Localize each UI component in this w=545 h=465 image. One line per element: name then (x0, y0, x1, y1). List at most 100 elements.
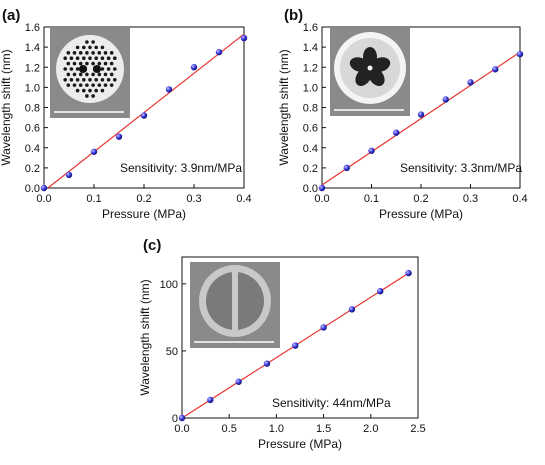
data-point (442, 96, 449, 103)
panel-label: (c) (143, 237, 161, 254)
lobe-hole (355, 67, 372, 86)
x-tick-label: 0.2 (136, 193, 151, 205)
air-hole (82, 56, 86, 61)
y-tick-label: 1.0 (25, 82, 40, 94)
plot-frame (181, 256, 419, 419)
air-hole (72, 51, 77, 55)
y-axis-title: Wavelength shift (nm) (0, 49, 13, 165)
data-point (393, 129, 400, 136)
y-tick-label: 1.0 (303, 82, 318, 94)
air-hole (106, 56, 111, 61)
data-point (40, 184, 48, 192)
data-point (240, 34, 248, 42)
air-hole (100, 88, 105, 93)
y-tick-label: 1.2 (303, 62, 318, 74)
data-point (343, 164, 350, 172)
air-hole (113, 77, 117, 82)
air-hole (63, 67, 67, 71)
x-tick-label: 0.3 (186, 193, 201, 205)
air-hole (75, 56, 80, 61)
air-hole (88, 45, 92, 50)
x-axis-title: Pressure (MPa) (102, 207, 186, 221)
air-hole (100, 67, 105, 71)
chart-panel-3: 0.0 0.5 1.0 1.5 2.0 2.5 0 50 100 Pressure (MPa) Wa… (138, 237, 426, 451)
data-point (65, 171, 73, 179)
y-tick-label: 1.6 (303, 22, 318, 34)
x-tick-label: 0.0 (174, 423, 189, 435)
air-hole (85, 61, 89, 66)
air-hole (94, 77, 98, 82)
air-hole (78, 72, 83, 77)
data-point (292, 342, 299, 349)
x-tick-label: 0.5 (222, 423, 237, 435)
air-hole (72, 83, 77, 87)
air-hole (66, 61, 71, 66)
inset-image (190, 262, 280, 348)
air-hole (66, 51, 71, 55)
air-hole (69, 77, 74, 82)
x-tick-label: 2.5 (410, 423, 425, 435)
x-tick-label: 0.0 (314, 193, 329, 205)
data-point (417, 111, 425, 118)
data-point (377, 288, 384, 295)
air-hole (88, 56, 92, 61)
air-hole (97, 72, 102, 77)
lobe-hole (368, 67, 385, 86)
air-hole (94, 56, 98, 61)
x-tick-label: 0.1 (364, 193, 379, 205)
data-point (215, 48, 223, 56)
x-tick-label: 0.3 (463, 193, 478, 205)
air-hole (97, 51, 102, 55)
air-hole (97, 83, 102, 87)
data-point (405, 269, 412, 277)
air-hole (63, 56, 67, 61)
y-axis-title: Wavelength shift (nm) (277, 49, 291, 165)
air-hole (78, 61, 83, 66)
air-hole (82, 45, 86, 50)
inset-image (330, 28, 410, 116)
air-hole (75, 77, 80, 82)
x-tick-label: 0.0 (36, 193, 51, 205)
air-hole (94, 45, 98, 50)
air-hole (85, 51, 89, 55)
air-hole (91, 61, 95, 66)
y-tick-label: 0.6 (25, 123, 40, 135)
chart-panel-1: 0.0 0.1 0.2 0.3 0.4 0.0 0.2 0.4 0.6 0.8 1.0 1.2 1.4 1… (0, 7, 252, 221)
y-tick-label: 0.6 (303, 123, 318, 135)
x-tick-label: 1.5 (316, 423, 331, 435)
y-tick-label: 1.4 (25, 42, 40, 54)
air-hole (106, 77, 111, 82)
large-air-hole (79, 65, 87, 73)
y-tick-label: 50 (166, 346, 178, 358)
air-hole (94, 88, 98, 93)
air-hole (72, 72, 77, 77)
y-tick-label: 0.4 (303, 143, 318, 155)
air-hole (78, 51, 83, 55)
data-point (263, 360, 271, 367)
panel-label: (a) (2, 7, 20, 24)
air-hole (75, 88, 80, 93)
y-tick-label: 1.4 (303, 42, 318, 54)
air-hole (109, 72, 114, 77)
air-hole (82, 77, 86, 82)
air-hole (75, 45, 80, 50)
data-point (165, 86, 173, 93)
air-hole (85, 72, 89, 77)
chart-panel-2: 0.0 0.1 0.2 0.3 0.4 0.0 0.2 0.4 0.6 0.8 1.0 1.2 1.4 1… (277, 7, 528, 221)
air-hole (91, 94, 95, 98)
x-axis-title: Pressure (MPa) (379, 207, 463, 221)
air-hole (100, 45, 105, 50)
x-tick-label: 0.4 (512, 193, 527, 205)
air-hole (85, 94, 89, 98)
data-point (178, 414, 186, 422)
air-hole (109, 51, 114, 55)
air-hole (69, 67, 74, 71)
data-point (348, 306, 356, 313)
air-hole (91, 72, 95, 77)
air-hole (82, 88, 86, 93)
air-hole (103, 72, 108, 77)
data-point (190, 64, 198, 71)
y-tick-label: 0.8 (25, 103, 40, 115)
air-hole (113, 56, 117, 61)
